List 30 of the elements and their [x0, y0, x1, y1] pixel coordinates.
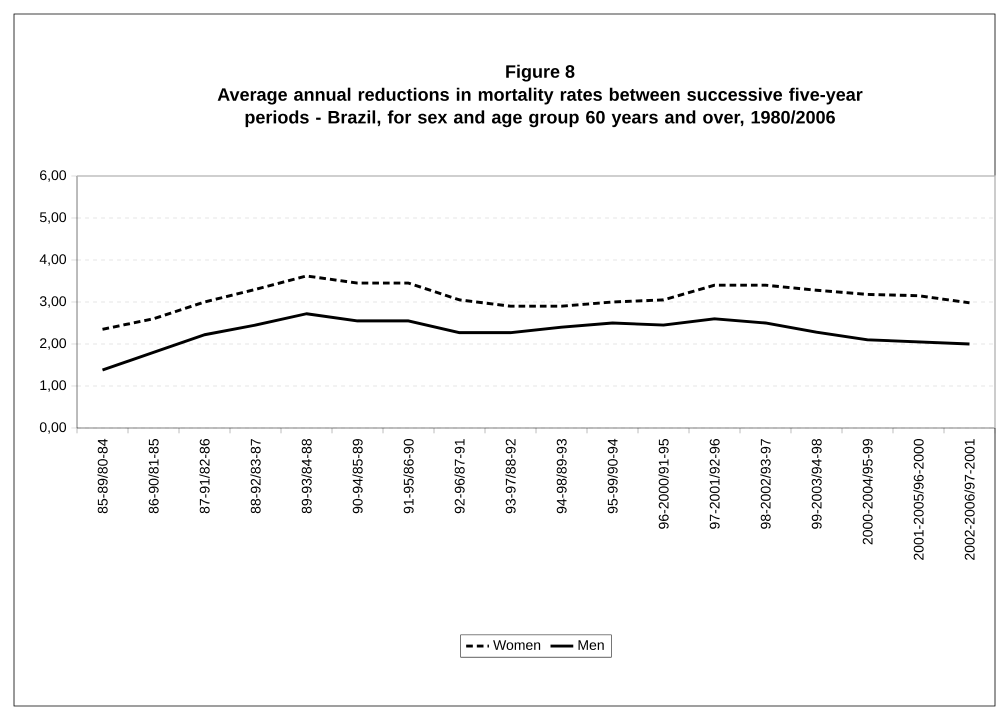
y-tick-label: 1,00	[40, 380, 66, 392]
chart-title: Figure 8	[506, 64, 574, 82]
y-tick-label: 5,00	[40, 212, 66, 224]
legend-label: Women	[493, 640, 540, 650]
x-tick-label: 2001-2005/96-2000	[913, 438, 924, 560]
y-tick-label: 3,00	[40, 296, 66, 308]
x-tick-label: 87-91/82-86	[199, 439, 210, 514]
x-tick-label: 98-2002/93-97	[760, 439, 771, 529]
x-tick-label: 93-97/88-92	[505, 439, 516, 514]
x-tick-label: 97-2001/92-96	[709, 439, 720, 529]
x-tick-label: 85-89/80-84	[97, 438, 108, 514]
x-tick-label: 88-92/83-87	[250, 439, 261, 514]
x-tick-label: 89-93/84-88	[301, 439, 312, 514]
y-tick-label: 2,00	[40, 338, 66, 350]
x-tick-label: 92-96/87-91	[454, 439, 465, 514]
x-tick-label: 90-94/85-89	[352, 439, 363, 514]
x-tick-label: 94-98/89-93	[556, 439, 567, 514]
x-tick-label: 2002-2006/97-2001	[964, 439, 975, 560]
y-tick-label: 4,00	[40, 254, 66, 266]
x-tick-label: 86-90/81-85	[148, 438, 159, 514]
line-series	[101, 274, 971, 331]
x-tick-label: 96-2000/91-95	[658, 439, 669, 529]
x-tick-label: 2000-2004/95-99	[862, 439, 873, 544]
x-tick-label: 95-99/90-94	[607, 438, 618, 514]
legend-label: Men	[578, 640, 604, 650]
x-tick-label: 91-95/86-90	[403, 438, 414, 514]
y-tick-label: 0,00	[40, 422, 66, 434]
chart-subtitle: Average annual reductions in mortality rates between successive five-year periods - Brazil, for sex and age group 60 years and over, 1980/2006	[218, 88, 862, 128]
x-tick-label: 99-2003/94-98	[811, 439, 822, 529]
y-tick-label: 6,00	[40, 170, 66, 182]
